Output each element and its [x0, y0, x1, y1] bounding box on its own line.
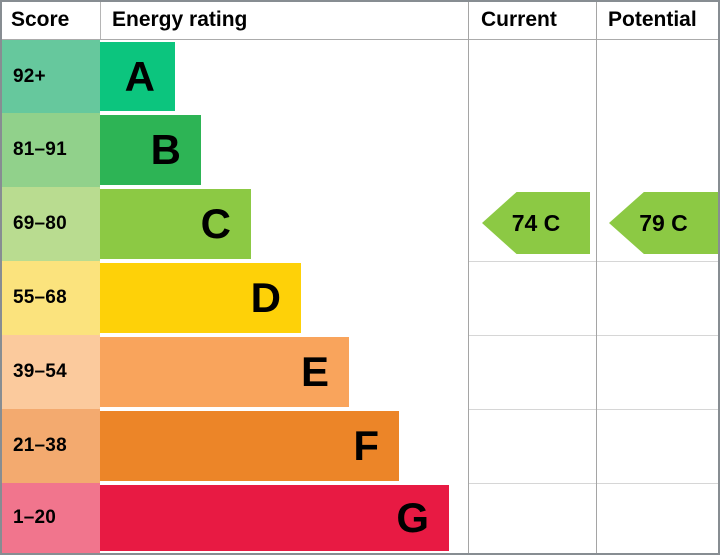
band-row-a: 92+ A	[2, 40, 718, 113]
rating-bar-f: F	[100, 411, 399, 481]
rating-bar-b: B	[100, 115, 201, 185]
potential-rating-arrow: 79 C	[609, 192, 718, 254]
potential-header: Potential	[608, 8, 697, 31]
score-cell-b: 81–91	[2, 113, 100, 187]
rating-bar-a: A	[100, 42, 175, 111]
energy-rating-header: Energy rating	[112, 8, 248, 31]
row-separator	[469, 261, 718, 262]
rating-bar-g: G	[100, 485, 449, 551]
band-letter-c: C	[200, 200, 231, 247]
header-underline	[2, 39, 718, 40]
band-row-d: 55–68 D	[2, 261, 718, 335]
band-row-g: 1–20 G	[2, 483, 718, 553]
band-letter-b: B	[150, 126, 181, 173]
band-letter-f: F	[353, 422, 379, 469]
score-header: Score	[11, 8, 70, 31]
band-row-b: 81–91 B	[2, 113, 718, 187]
band-row-f: 21–38 F	[2, 409, 718, 483]
row-separator	[469, 483, 718, 484]
band-letter-a: A	[124, 52, 155, 100]
band-letter-e: E	[300, 348, 329, 395]
potential-rating-label: 79 C	[639, 209, 688, 236]
current-column-divider	[468, 2, 469, 553]
rating-bar-c: C	[100, 189, 251, 259]
row-separator	[469, 335, 718, 336]
band-letter-d: D	[250, 274, 281, 321]
score-cell-g: 1–20	[2, 483, 100, 553]
score-cell-a: 92+	[2, 40, 100, 113]
score-cell-c: 69–80	[2, 187, 100, 261]
score-column-divider	[100, 2, 101, 39]
potential-column-divider	[596, 2, 597, 553]
score-cell-d: 55–68	[2, 261, 100, 335]
band-row-e: 39–54 E	[2, 335, 718, 409]
band-row-c: 69–80 C	[2, 187, 718, 261]
rating-bar-e: E	[100, 337, 349, 407]
band-letter-g: G	[396, 494, 429, 541]
row-separator	[469, 409, 718, 410]
score-cell-e: 39–54	[2, 335, 100, 409]
score-cell-f: 21–38	[2, 409, 100, 483]
current-rating-label: 74 C	[511, 209, 561, 236]
rating-bar-d: D	[100, 263, 301, 333]
current-header: Current	[481, 8, 557, 31]
